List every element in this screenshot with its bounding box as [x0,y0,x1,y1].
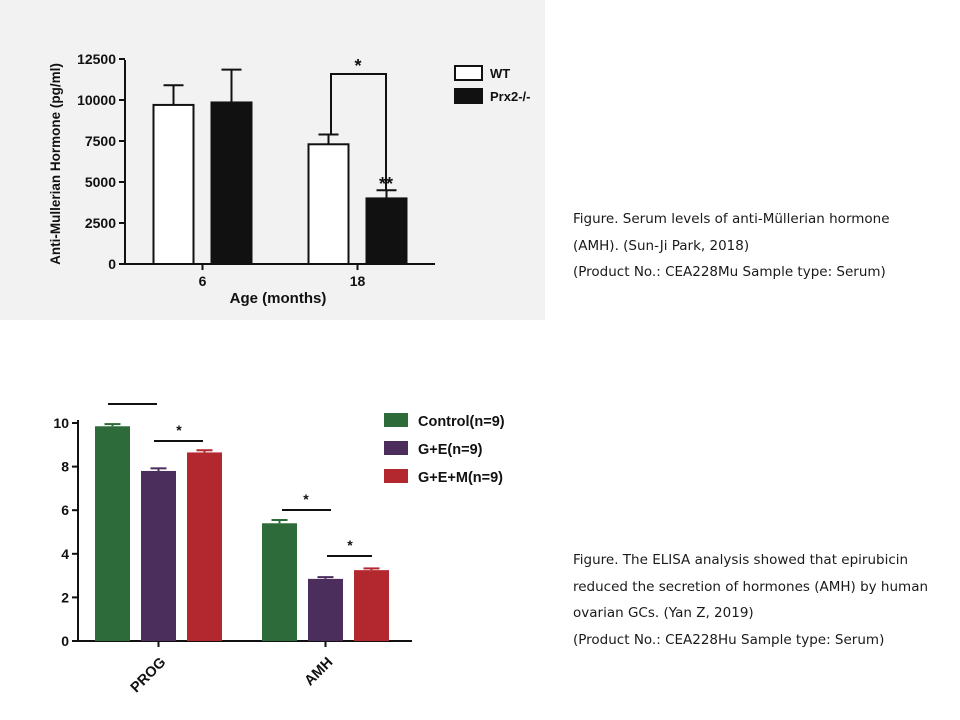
figure-caption-2: Figure. The ELISA analysis showed that e… [573,547,953,653]
caption-line: reduced the secretion of hormones (AMH) … [573,578,929,595]
x-tick-label: PROG [128,655,170,697]
legend-label-prx2: Prx2-/- [490,89,530,104]
bar [262,523,297,641]
chart-amh-age: 0 2500 5000 7500 10000 12500 6 18 Anti-Mulleria… [0,0,545,320]
caption-line: (AMH). (Sun-Ji Park, 2018) [573,237,750,254]
significance-star: * [176,422,182,438]
x-axis-label: Age (months) [230,290,327,307]
bar [210,101,253,265]
x-tick-label: AMH [302,655,337,690]
significance-double-star: ** [379,174,393,194]
bar [365,197,408,265]
caption-line: (Product No.: CEA228Mu Sample type: Seru… [573,264,886,280]
y-tick-label: 12500 [77,51,116,67]
legend-swatch-prx2 [454,88,483,104]
legend: WT Prx2-/- [454,65,530,104]
y-axis-label: Anti-Mullerian Hormone (pg/ml) [48,63,63,265]
x-tick-label: 18 [350,273,366,289]
caption-line: ovarian GCs. (Yan Z, 2019) [573,605,754,621]
caption-line: Figure. Serum levels of anti-Müllerian h… [573,211,890,227]
legend-swatch-wt [454,65,483,81]
y-tick-label: 0 [61,633,69,649]
legend-label-g-e: G+E(n=9) [418,442,483,458]
caption-line: Figure. The ELISA analysis showed that e… [573,552,909,568]
bar [307,143,350,265]
chart-hormones-elisa: 0 2 4 6 8 10 PROG AMH Control(n=9) G+E(n=9) G+E… [53,395,505,697]
significance-bracket [330,73,387,190]
bar [354,570,389,641]
legend-label-g-e-m: G+E+M(n=9) [418,470,503,486]
bar [187,452,222,641]
x-tick-label: 6 [199,273,207,289]
legend-swatch-control [384,413,408,427]
bar [308,578,343,641]
legend-swatch-g-e [384,441,408,455]
y-tick-label: 8 [61,459,69,475]
y-tick-label: 10 [53,415,69,431]
legend-label-control: Control(n=9) [418,414,505,430]
legend-swatch-g-e-m [384,469,408,483]
bar [95,426,130,641]
y-tick-label: 5000 [85,174,116,190]
significance-star: * [347,537,353,553]
significance-star: * [354,56,361,76]
y-tick-label: 4 [61,546,69,562]
significance-star: * [303,491,309,507]
y-tick-label: 2 [61,589,69,605]
significance-star: * [129,395,135,401]
bar [141,470,176,641]
legend: Control(n=9) G+E(n=9) G+E+M(n=9) [384,413,505,486]
y-tick-label: 7500 [85,133,116,149]
figure-caption-1: Figure. Serum levels of anti-Müllerian h… [573,206,953,286]
caption-line: (Product No.: CEA228Hu Sample type: Seru… [573,631,885,648]
legend-label-wt: WT [490,66,510,81]
y-tick-label: 6 [61,502,69,518]
y-tick-label: 10000 [77,92,116,108]
bar [152,103,195,265]
y-tick-label: 2500 [85,215,116,231]
y-tick-label: 0 [108,256,116,272]
